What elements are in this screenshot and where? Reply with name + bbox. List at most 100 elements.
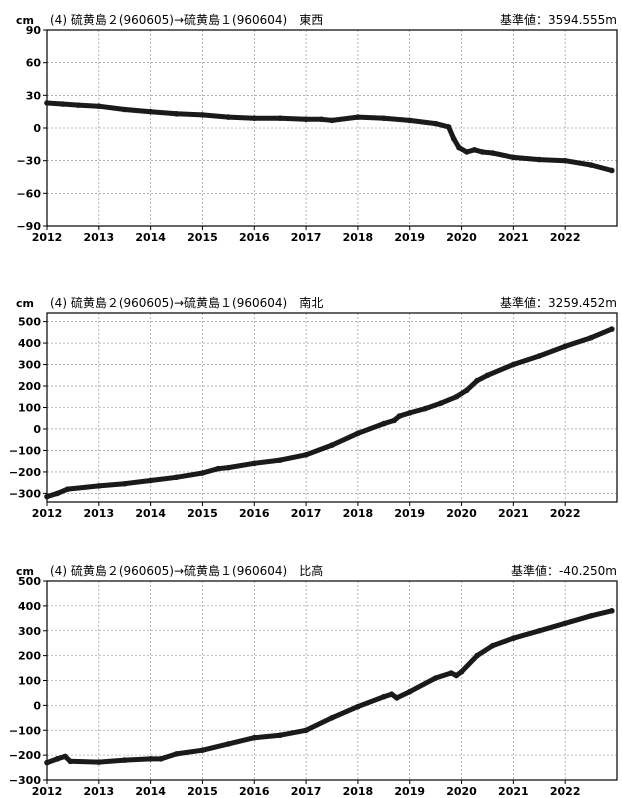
chart-title: (4) 硫黄島２(960605)→硫黄島１(960604) 比高 bbox=[50, 563, 323, 578]
x-tick-label: 2018 bbox=[343, 231, 374, 244]
data-point bbox=[458, 668, 465, 675]
x-tick-label: 2015 bbox=[187, 785, 218, 798]
chart-height: cm (4) 硫黄島２(960605)→硫黄島１(960604) 比高 基準値：-4… bbox=[9, 563, 618, 798]
y-tick-label: −300 bbox=[9, 774, 42, 787]
data-point bbox=[96, 483, 102, 489]
data-point bbox=[381, 115, 387, 121]
data-point bbox=[251, 460, 258, 467]
data-point bbox=[448, 670, 454, 676]
x-tick-label: 2022 bbox=[550, 231, 581, 244]
data-point bbox=[355, 114, 361, 120]
data-point bbox=[225, 464, 232, 471]
chart-title: (4) 硫黄島２(960605)→硫黄島１(960604) 東西 bbox=[50, 12, 323, 27]
data-point bbox=[609, 326, 615, 332]
chart-title: (4) 硫黄島２(960605)→硫黄島１(960604) 南北 bbox=[50, 295, 323, 310]
data-point bbox=[199, 747, 206, 753]
x-tick-label: 2021 bbox=[498, 507, 529, 520]
unit-label: cm bbox=[16, 297, 34, 310]
data-point bbox=[609, 167, 615, 174]
data-point bbox=[44, 100, 50, 106]
x-tick-label: 2016 bbox=[239, 231, 270, 244]
y-tick-label: 200 bbox=[18, 650, 41, 663]
data-point bbox=[355, 703, 361, 710]
x-tick-label: 2019 bbox=[394, 507, 425, 520]
x-tick-label: 2021 bbox=[498, 785, 529, 798]
data-point bbox=[562, 620, 568, 627]
x-tick-label: 2021 bbox=[498, 231, 529, 244]
y-tick-label: −100 bbox=[9, 444, 42, 457]
data-point bbox=[199, 470, 206, 476]
y-tick-label: −300 bbox=[9, 487, 42, 500]
data-point bbox=[438, 400, 444, 407]
data-point bbox=[59, 101, 66, 107]
x-tick-label: 2012 bbox=[32, 507, 63, 520]
data-point bbox=[277, 457, 283, 463]
y-tick-label: −200 bbox=[9, 466, 42, 479]
chart-north-south: cm (4) 硫黄島２(960605)→硫黄島１(960604) 南北 基準値：32… bbox=[9, 295, 618, 520]
chart-panel-east-west: cm (4) 硫黄島２(960605)→硫黄島１(960604) 東西 基準値：35… bbox=[0, 0, 622, 250]
data-point bbox=[536, 156, 543, 163]
data-point bbox=[562, 343, 568, 350]
data-point bbox=[318, 116, 325, 123]
data-point bbox=[562, 157, 568, 164]
y-tick-label: 60 bbox=[26, 57, 42, 70]
data-point bbox=[510, 635, 517, 642]
data-point bbox=[303, 116, 309, 123]
y-tick-label: 500 bbox=[18, 316, 41, 329]
x-tick-label: 2012 bbox=[32, 231, 63, 244]
data-point bbox=[453, 393, 460, 400]
unit-label: cm bbox=[16, 14, 34, 27]
baseline-value: 基準値：-40.250m bbox=[511, 563, 617, 578]
data-point bbox=[396, 413, 403, 419]
y-tick-label: −90 bbox=[16, 220, 41, 233]
data-point bbox=[329, 715, 335, 721]
x-tick-label: 2016 bbox=[239, 785, 270, 798]
data-point bbox=[456, 144, 462, 151]
data-point bbox=[471, 146, 478, 153]
data-point bbox=[391, 417, 397, 424]
x-tick-label: 2020 bbox=[446, 507, 477, 520]
data-point bbox=[96, 103, 102, 110]
x-tick-label: 2014 bbox=[135, 231, 166, 244]
x-tick-label: 2014 bbox=[135, 785, 166, 798]
x-tick-label: 2018 bbox=[343, 785, 374, 798]
data-point bbox=[450, 136, 457, 142]
y-tick-label: 300 bbox=[18, 625, 41, 638]
y-tick-label: −200 bbox=[9, 749, 42, 762]
data-point bbox=[225, 114, 232, 120]
data-point bbox=[588, 162, 594, 168]
data-point bbox=[147, 477, 154, 484]
baseline-value: 基準値：3259.452m bbox=[500, 295, 617, 310]
data-point bbox=[64, 486, 71, 492]
data-point bbox=[277, 115, 283, 121]
x-tick-label: 2012 bbox=[32, 785, 63, 798]
x-tick-label: 2020 bbox=[446, 231, 477, 244]
data-point bbox=[381, 420, 387, 427]
x-tick-label: 2022 bbox=[550, 507, 581, 520]
y-tick-label: 0 bbox=[33, 122, 41, 135]
data-point bbox=[277, 732, 283, 739]
data-point bbox=[121, 480, 128, 487]
x-tick-label: 2018 bbox=[343, 507, 374, 520]
x-tick-label: 2015 bbox=[187, 507, 218, 520]
chart-panel-height: cm (4) 硫黄島２(960605)→硫黄島１(960604) 比高 基準値：-4… bbox=[0, 563, 622, 798]
x-tick-label: 2017 bbox=[291, 507, 322, 520]
data-point bbox=[479, 149, 486, 155]
data-point bbox=[225, 741, 232, 747]
data-point bbox=[484, 372, 491, 379]
data-point bbox=[147, 108, 154, 115]
x-tick-label: 2016 bbox=[239, 507, 270, 520]
data-point bbox=[474, 377, 480, 384]
data-point bbox=[422, 405, 429, 412]
y-tick-label: 200 bbox=[18, 380, 41, 393]
x-tick-label: 2017 bbox=[291, 785, 322, 798]
y-tick-label: 90 bbox=[26, 24, 42, 37]
data-point bbox=[44, 759, 50, 766]
data-point bbox=[303, 727, 309, 734]
series-line bbox=[44, 326, 615, 500]
y-tick-label: 30 bbox=[26, 89, 42, 102]
x-tick-label: 2019 bbox=[394, 785, 425, 798]
data-point bbox=[158, 756, 164, 762]
y-tick-label: −30 bbox=[16, 155, 41, 168]
data-point bbox=[329, 117, 335, 124]
